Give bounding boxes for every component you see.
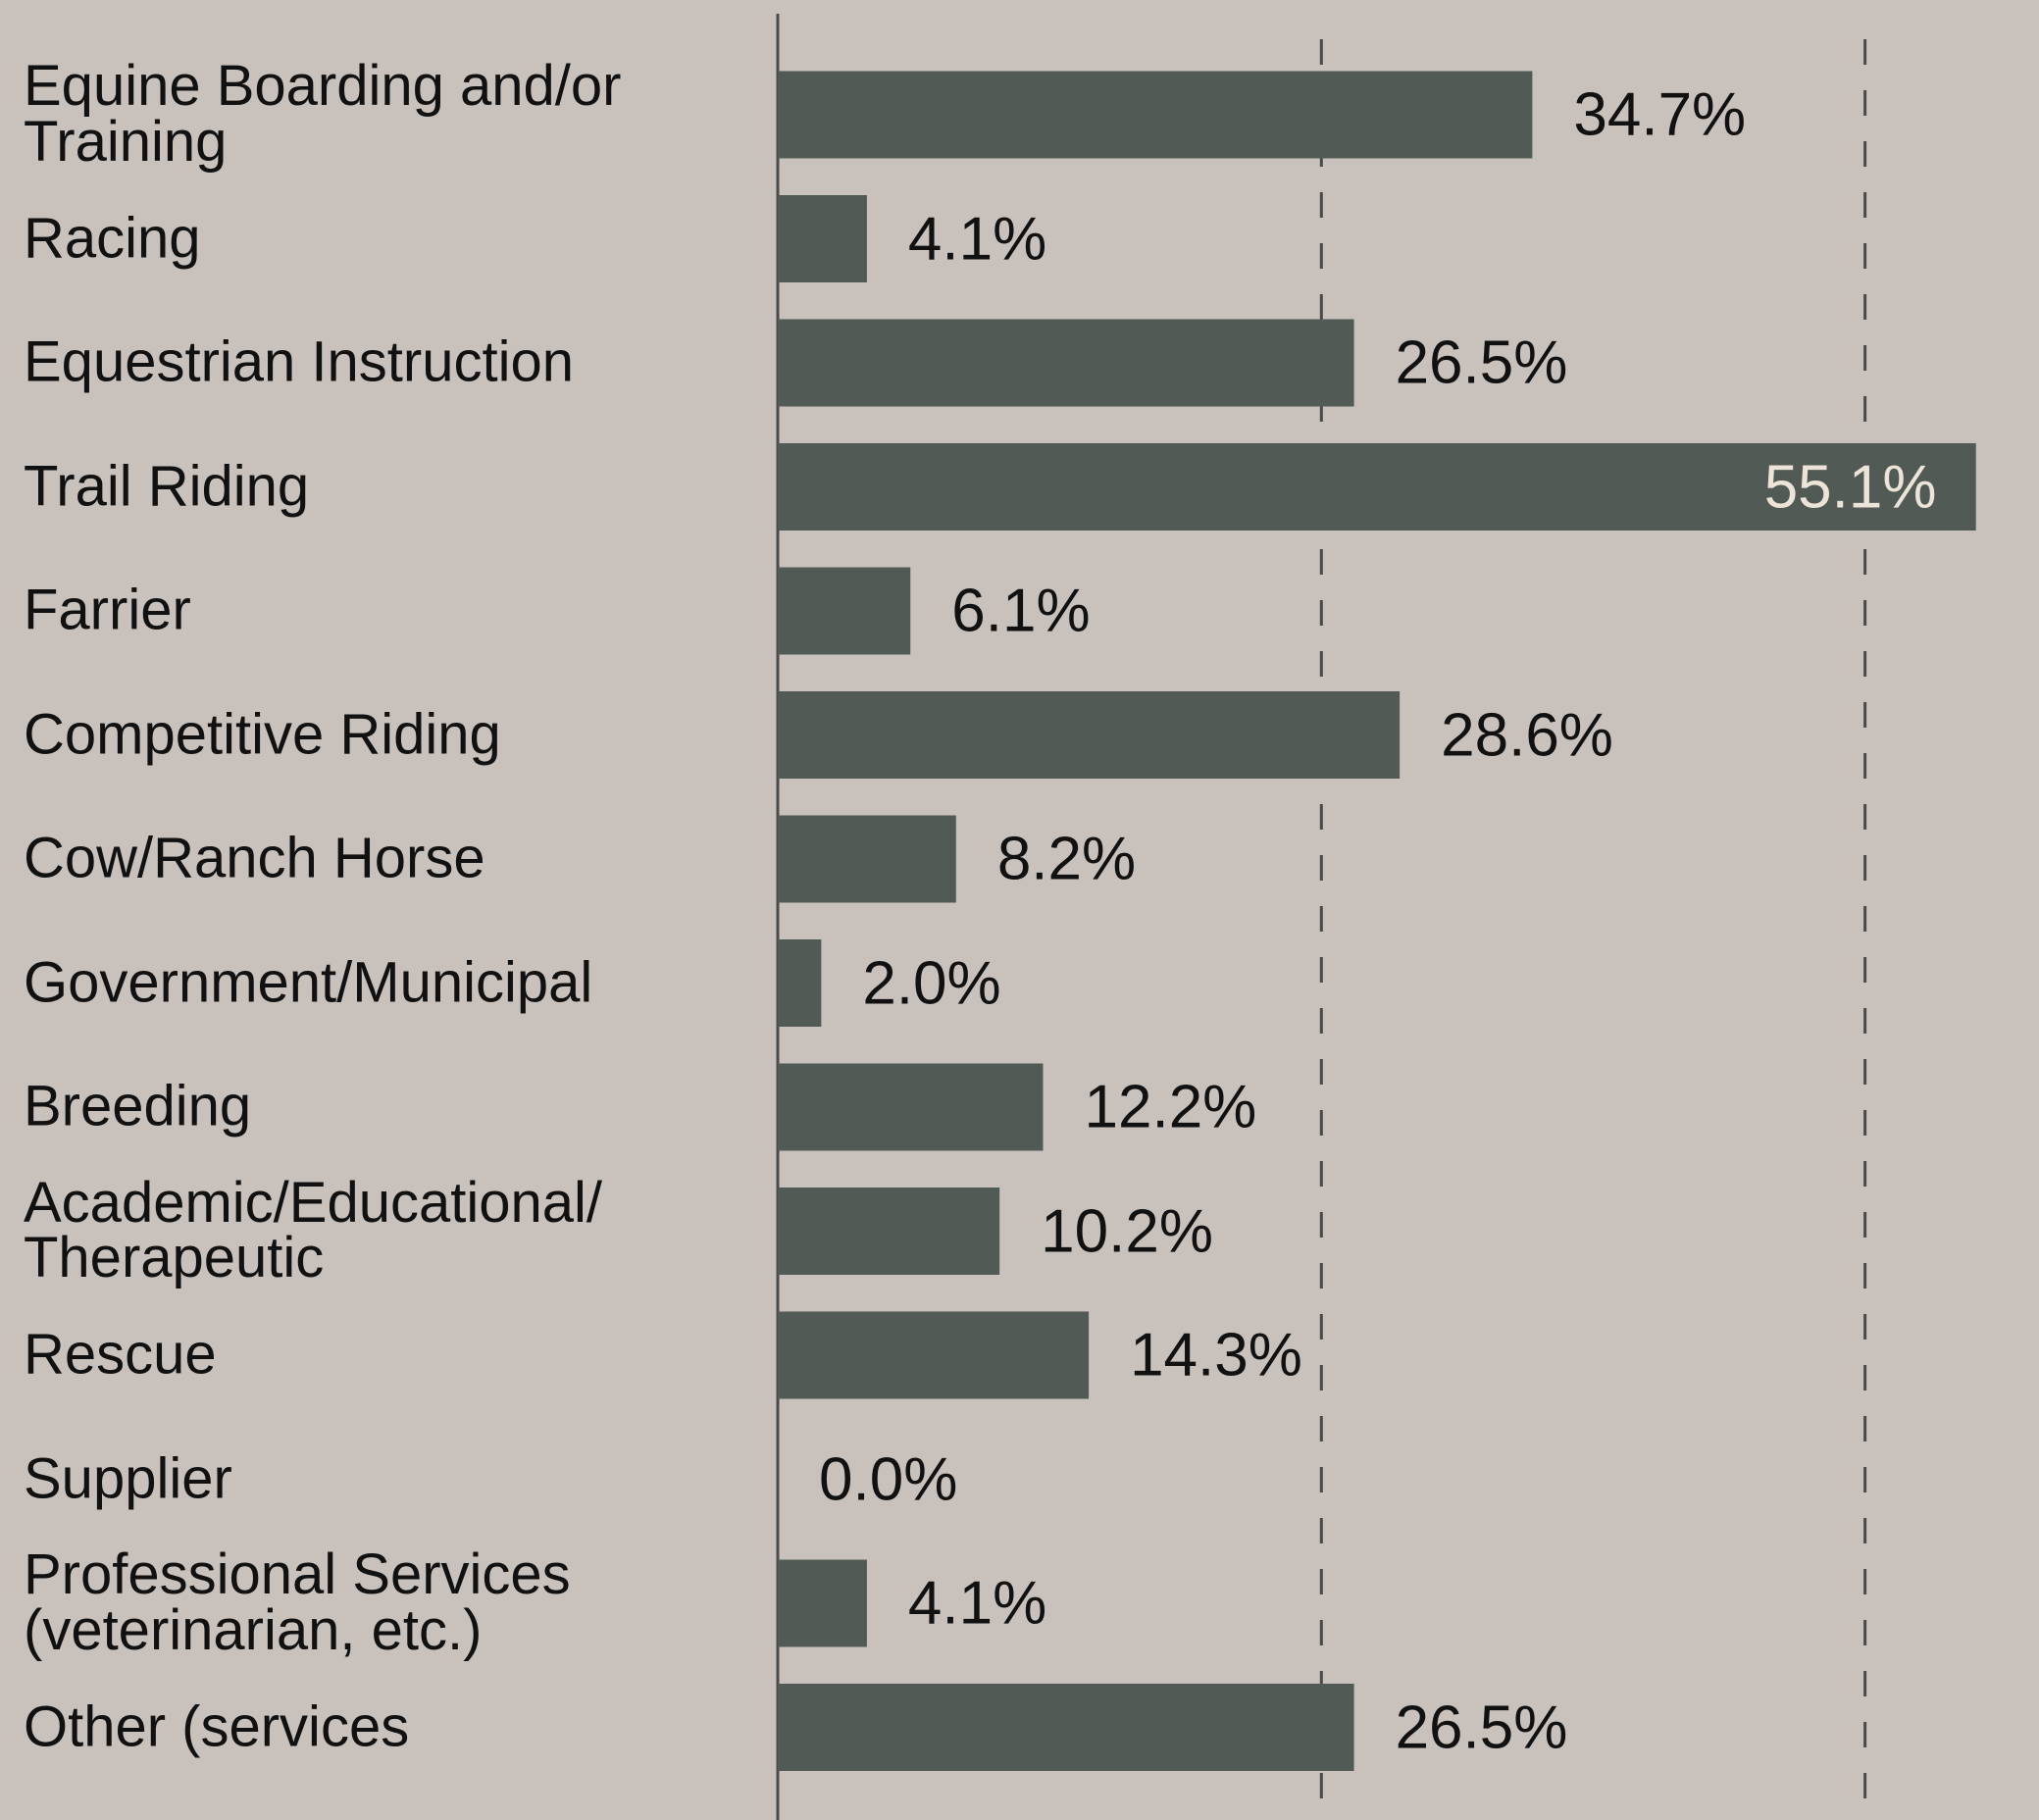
value-label: 0.0%: [819, 1445, 958, 1513]
bar: [778, 1684, 1354, 1771]
category-label: Trail Riding: [24, 454, 310, 519]
category-label: Racing: [24, 206, 201, 271]
category-label: Cow/Ranch Horse: [24, 826, 485, 890]
value-label: 6.1%: [951, 577, 1091, 645]
value-label: 2.0%: [862, 949, 1001, 1017]
bar: [778, 71, 1533, 159]
bar: [778, 691, 1401, 779]
bar: [778, 939, 822, 1027]
bar: [778, 1063, 1044, 1151]
category-label: Supplier: [24, 1446, 232, 1511]
category-label: Equine Boarding and/or Training: [24, 54, 622, 174]
value-label: 26.5%: [1395, 1694, 1568, 1761]
value-label: 4.1%: [907, 205, 1047, 273]
category-label: Farrier: [24, 578, 191, 642]
value-label: 34.7%: [1573, 80, 1747, 149]
category-label: Breeding: [24, 1074, 252, 1138]
bar: [778, 443, 1976, 531]
value-label: 10.2%: [1041, 1197, 1213, 1265]
value-label: 26.5%: [1395, 329, 1568, 397]
category-label: Professional Services (veterinarian, etc…: [24, 1542, 571, 1662]
value-label: 28.6%: [1441, 701, 1613, 769]
bar: [778, 195, 867, 282]
category-label: Rescue: [24, 1322, 217, 1387]
bar: [778, 1311, 1090, 1399]
value-label: 14.3%: [1130, 1321, 1302, 1390]
bar: [778, 319, 1354, 407]
category-label: Government/Municipal: [24, 950, 593, 1015]
bar: [778, 815, 956, 903]
value-label: 12.2%: [1084, 1073, 1257, 1141]
bar: [778, 567, 911, 655]
category-label: Academic/Educational/ Therapeutic: [24, 1170, 602, 1290]
category-label: Other (services: [24, 1694, 410, 1759]
value-label: 55.1%: [1763, 453, 1937, 521]
category-label: Competitive Riding: [24, 702, 501, 767]
category-label: Equestrian Instruction: [24, 329, 574, 394]
bar: [778, 1188, 1000, 1275]
bar: [778, 1559, 867, 1647]
value-label: 8.2%: [996, 825, 1137, 893]
value-label: 4.1%: [907, 1569, 1047, 1638]
